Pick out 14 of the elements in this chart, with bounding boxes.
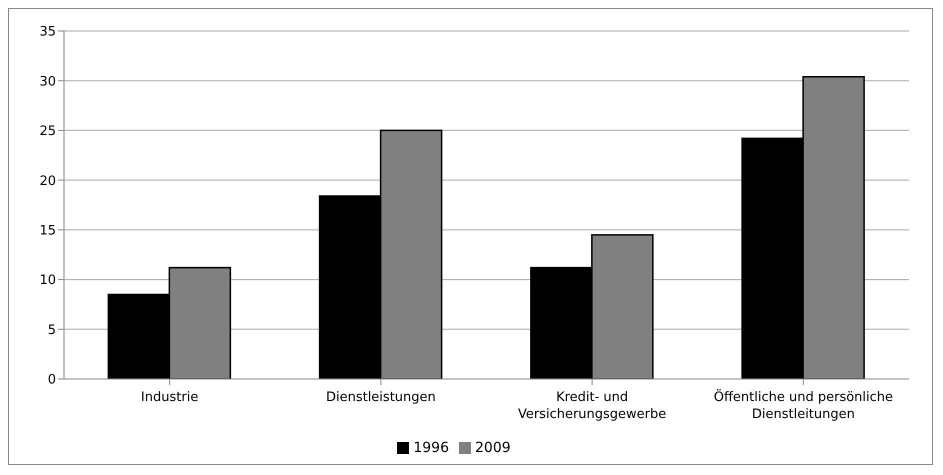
legend-label: 1996 — [413, 440, 449, 456]
y-tick-label: 15 — [39, 223, 56, 238]
x-tick-label: Öffentliche und persönliche Dienstleitungen — [714, 389, 894, 422]
x-tick-label: Dienstleistungen — [326, 390, 436, 405]
y-tick-label: 5 — [48, 322, 56, 338]
y-tick-label: 20 — [39, 174, 56, 189]
y-tick-label: 35 — [39, 24, 56, 40]
y-tick-label: 10 — [39, 273, 56, 288]
y-tick-label: 30 — [39, 74, 56, 90]
y-tick-label: 25 — [39, 124, 56, 140]
y-tick-label: 0 — [48, 372, 56, 388]
legend-label: 2009 — [475, 440, 511, 456]
x-tick-label: Kredit- und Versicherungsgewerbe — [518, 390, 666, 422]
x-tick-label: Industrie — [140, 390, 198, 405]
